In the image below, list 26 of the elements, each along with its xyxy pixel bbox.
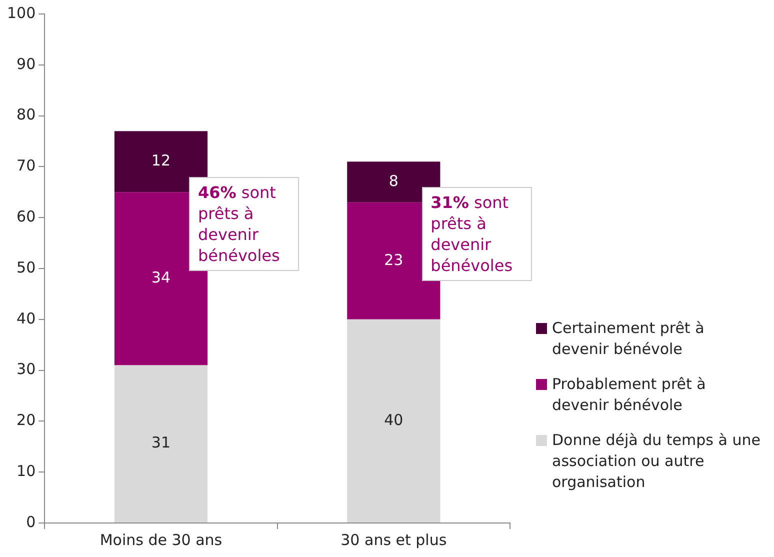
y-tick-label: 70 <box>16 156 36 175</box>
y-tick-label: 90 <box>16 54 36 73</box>
y-tick-label: 30 <box>16 360 36 378</box>
y-tick-label: 10 <box>16 462 36 480</box>
annotation: 46% sont prêts à devenir bénévoles <box>198 183 280 266</box>
y-tick-label: 0 <box>26 512 36 531</box>
y-tick-label: 60 <box>16 207 36 226</box>
legend-label: Donne déjà du temps à une association ou autre organisation <box>552 430 762 493</box>
annotation: 31% sont prêts à devenir bénévoles <box>430 193 513 276</box>
y-tick-label: 50 <box>16 258 36 276</box>
data-label: 31 <box>151 434 171 452</box>
y-tick-label: 40 <box>16 309 36 328</box>
y-tick-label: 20 <box>16 411 36 430</box>
data-label: 40 <box>384 410 404 429</box>
legend-label: Probablement prêt à devenir bénévole <box>552 374 707 416</box>
data-label: 23 <box>384 250 404 269</box>
data-label: 8 <box>388 172 398 190</box>
x-tick-label: 30 ans et plus <box>340 530 447 549</box>
data-label: 34 <box>151 268 171 287</box>
y-tick-label: 80 <box>16 106 36 124</box>
legend-label: Certainement prêt à devenir bénévole <box>552 318 706 360</box>
bar <box>347 319 440 522</box>
bar <box>114 365 208 522</box>
y-tick-label: 100 <box>6 4 36 22</box>
data-label: 12 <box>151 152 171 170</box>
x-tick-label: Moins de 30 ans <box>100 530 222 549</box>
